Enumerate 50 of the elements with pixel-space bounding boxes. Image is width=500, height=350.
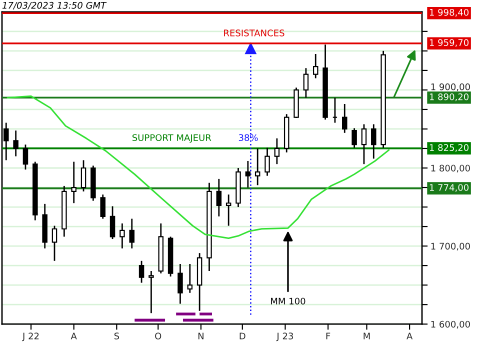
ref-line-label: 1 998,40 [430, 8, 469, 17]
candlestick [274, 138, 280, 165]
candlestick [13, 130, 18, 157]
x-tick-label: A [70, 332, 77, 340]
x-tick-label: N [198, 332, 204, 340]
candlestick [254, 148, 260, 186]
candlestick [138, 260, 144, 284]
candlestick [110, 206, 116, 240]
candlestick [120, 222, 125, 250]
x-tick-label: D [240, 332, 246, 340]
x-tick-label: S [114, 332, 120, 340]
candlestick [245, 160, 251, 188]
candlestick [52, 225, 58, 262]
candlestick [80, 160, 86, 192]
y-tick-label: 1 900,00 [431, 83, 470, 92]
x-tick-label: A [406, 332, 413, 340]
x-tick-label: O [155, 332, 162, 340]
candlestick [22, 144, 28, 170]
candlestick [187, 263, 193, 294]
x-tick-label: F [326, 332, 330, 340]
candlestick [129, 218, 134, 250]
candlestick [312, 53, 318, 79]
candlestick [148, 270, 154, 314]
candlestick [371, 124, 376, 160]
annotation: MM 100 [271, 298, 306, 305]
x-tick-label: M [364, 332, 370, 340]
candlestick [71, 161, 76, 204]
annotation: RESISTANCES [224, 30, 284, 36]
y-tick-label: 1 800,00 [431, 164, 470, 172]
y-tick-label: 1 600,00 [431, 320, 470, 329]
annotation: 38% [238, 134, 258, 142]
x-tick-label: J 22 [22, 332, 39, 342]
line-series [6, 95, 390, 240]
ref-line-label: 1 890,20 [430, 93, 469, 102]
annotation: SUPPORT MAJEUR [132, 134, 212, 143]
text: 17/03/2023 13:50 GMT [2, 2, 107, 10]
ref-line-label: 1 959,70 [430, 39, 469, 47]
candlestick [352, 128, 357, 148]
candlestick [216, 178, 222, 218]
candlestick [178, 263, 183, 304]
x-tick-label: J 23 [276, 332, 294, 342]
y-tick-label: 1 700,00 [431, 242, 470, 251]
candlestick [100, 194, 106, 220]
candlestick [264, 147, 270, 176]
ref-line-label: 1 774,00 [430, 184, 469, 192]
ref-line-label: 1 825,20 [430, 144, 469, 152]
candlestick [226, 194, 232, 226]
candlestick [342, 103, 348, 134]
candlestick [361, 124, 367, 165]
candlestick [303, 67, 309, 98]
